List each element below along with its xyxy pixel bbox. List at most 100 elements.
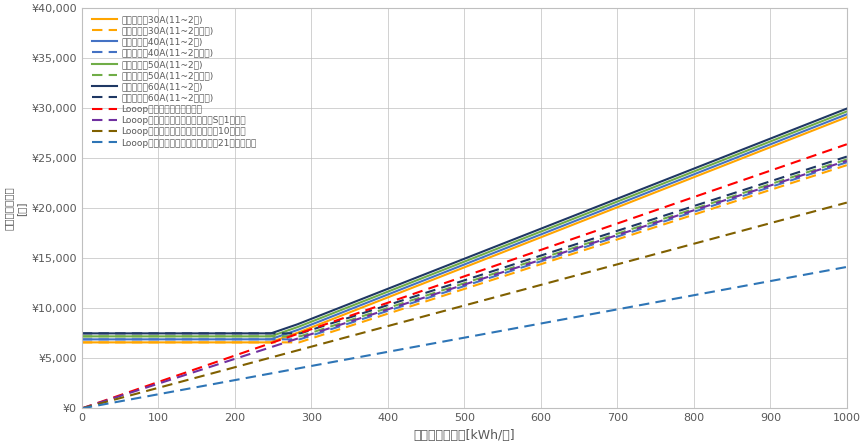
契約容量：40A(11~2月以外)	[371, 312, 381, 317]
契約容量：40A(11~2月)	[387, 290, 397, 295]
契約容量：30A(11~2月)	[371, 299, 381, 305]
契約容量：40A(11~2月)	[371, 296, 381, 301]
Looopでんき：おうちプラン	[371, 304, 381, 310]
Line: 契約容量：40A(11~2月): 契約容量：40A(11~2月)	[82, 114, 847, 339]
契約容量：60A(11~2月)	[522, 231, 532, 237]
Line: 契約容量：40A(11~2月以外): 契約容量：40A(11~2月以外)	[82, 162, 847, 339]
契約容量：30A(11~2月以外)	[632, 230, 643, 235]
契約容量：30A(11~2月)	[77, 340, 87, 345]
契約容量：30A(11~2月以外)	[188, 340, 198, 345]
Y-axis label: 推定電力料金額
[円]: 推定電力料金額 [円]	[4, 186, 26, 230]
Line: 契約容量：50A(11~2月): 契約容量：50A(11~2月)	[82, 112, 847, 336]
Legend: 契約容量：30A(11~2月), 契約容量：30A(11~2月以外), 契約容量：40A(11~2月), 契約容量：40A(11~2月以外), 契約容量：50A: 契約容量：30A(11~2月), 契約容量：30A(11~2月以外), 契約容量…	[89, 12, 259, 150]
Line: 契約容量：30A(11~2月): 契約容量：30A(11~2月)	[82, 117, 847, 343]
契約容量：40A(11~2月)	[375, 295, 385, 301]
契約容量：40A(11~2月以外)	[387, 307, 397, 312]
契約容量：50A(11~2月以外)	[387, 304, 397, 309]
Looopでんき：おうちプラン	[375, 303, 385, 308]
契約容量：40A(11~2月)	[632, 194, 643, 199]
Looopでんき：おうちプラン	[632, 214, 643, 219]
契約容量：60A(11~2月以外)	[375, 305, 385, 310]
契約容量：50A(11~2月以外)	[632, 224, 643, 230]
Line: Looopでんき：おうちプラン: Looopでんき：おうちプラン	[82, 144, 847, 409]
Looopでんき：再エネどんどん割S（1年目）	[188, 370, 198, 375]
Looopでんき：再エネどんどん割（21年目以降）	[375, 351, 385, 356]
Line: 契約容量：60A(11~2月以外): 契約容量：60A(11~2月以外)	[82, 157, 847, 333]
Looopでんき：再エネどんどん割S（1年目）	[842, 158, 852, 163]
Looopでんき：おうちプラン	[188, 368, 198, 373]
契約容量：60A(11~2月)	[387, 285, 397, 290]
契約容量：50A(11~2月)	[371, 293, 381, 299]
契約容量：30A(11~2月以外)	[387, 310, 397, 315]
契約容量：60A(11~2月)	[77, 330, 87, 336]
契約容量：60A(11~2月)	[632, 188, 643, 194]
契約容量：60A(11~2月以外)	[188, 330, 198, 336]
契約容量：60A(11~2月以外)	[842, 154, 852, 159]
契約容量：30A(11~2月)	[522, 240, 532, 245]
契約容量：60A(11~2月以外)	[77, 330, 87, 336]
契約容量：30A(11~2月以外)	[842, 162, 852, 168]
契約容量：40A(11~2月以外)	[188, 337, 198, 342]
Looopでんき：おうちプラン	[842, 141, 852, 147]
契約容量：40A(11~2月)	[522, 237, 532, 243]
Looopでんき：再エネどんどん割（10年目）	[842, 200, 852, 205]
Looopでんき：再エネどんどん割（10年目）	[375, 326, 385, 331]
契約容量：50A(11~2月)	[842, 109, 852, 114]
Looopでんき：おうちプラン	[387, 298, 397, 304]
契約容量：60A(11~2月以外)	[371, 306, 381, 311]
契約容量：60A(11~2月以外)	[387, 301, 397, 306]
Looopでんき：再エネどんどん割S（1年目）	[77, 406, 87, 411]
契約容量：40A(11~2月)	[842, 112, 852, 117]
契約容量：40A(11~2月)	[188, 337, 198, 342]
契約容量：50A(11~2月)	[632, 191, 643, 196]
Looopでんき：再エネどんどん割（10年目）	[522, 286, 532, 291]
Looopでんき：再エネどんどん割（21年目以降）	[522, 323, 532, 329]
契約容量：60A(11~2月)	[375, 289, 385, 295]
契約容量：30A(11~2月)	[375, 298, 385, 303]
Looopでんき：おうちプラン	[522, 252, 532, 257]
契約容量：30A(11~2月)	[632, 197, 643, 202]
Looopでんき：再エネどんどん割（10年目）	[188, 376, 198, 381]
契約容量：30A(11~2月以外)	[371, 315, 381, 320]
契約容量：50A(11~2月)	[375, 292, 385, 297]
契約容量：40A(11~2月以外)	[522, 263, 532, 268]
契約容量：30A(11~2月)	[387, 293, 397, 298]
契約容量：50A(11~2月以外)	[842, 157, 852, 162]
契約容量：40A(11~2月以外)	[375, 311, 385, 316]
Looopでんき：再エネどんどん割S（1年目）	[371, 310, 381, 316]
契約容量：50A(11~2月)	[77, 334, 87, 339]
Looopでんき：再エネどんどん割S（1年目）	[375, 310, 385, 315]
Looopでんき：おうちプラン	[77, 406, 87, 411]
契約容量：30A(11~2月以外)	[77, 340, 87, 345]
契約容量：30A(11~2月以外)	[522, 266, 532, 271]
契約容量：50A(11~2月以外)	[375, 308, 385, 314]
Looopでんき：再エネどんどん割（10年目）	[632, 256, 643, 262]
Looopでんき：再エネどんどん割（21年目以降）	[77, 406, 87, 411]
契約容量：50A(11~2月)	[188, 334, 198, 339]
契約容量：40A(11~2月以外)	[77, 337, 87, 342]
Line: Looopでんき：再エネどんどん割（21年目以降）: Looopでんき：再エネどんどん割（21年目以降）	[82, 267, 847, 409]
契約容量：40A(11~2月以外)	[632, 227, 643, 233]
Line: 契約容量：50A(11~2月以外): 契約容量：50A(11~2月以外)	[82, 159, 847, 336]
契約容量：40A(11~2月)	[77, 337, 87, 342]
契約容量：40A(11~2月以外)	[842, 160, 852, 165]
契約容量：50A(11~2月以外)	[371, 309, 381, 314]
Looopでんき：再エネどんどん割（21年目以降）	[387, 348, 397, 354]
Looopでんき：再エネどんどん割（21年目以降）	[632, 303, 643, 308]
Looopでんき：再エネどんどん割（10年目）	[77, 406, 87, 411]
Looopでんき：再エネどんどん割S（1年目）	[387, 305, 397, 310]
Line: Looopでんき：再エネどんどん割（10年目）: Looopでんき：再エネどんどん割（10年目）	[82, 202, 847, 409]
契約容量：50A(11~2月)	[387, 287, 397, 293]
Looopでんき：再エネどんどん割S（1年目）	[632, 226, 643, 231]
契約容量：30A(11~2月以外)	[375, 314, 385, 319]
Looopでんき：再エネどんどん割（10年目）	[371, 326, 381, 332]
Line: 契約容量：30A(11~2月以外): 契約容量：30A(11~2月以外)	[82, 165, 847, 343]
契約容量：60A(11~2月)	[188, 330, 198, 336]
X-axis label: 月間電力使用量[kWh/月]: 月間電力使用量[kWh/月]	[413, 429, 516, 442]
契約容量：60A(11~2月)	[842, 106, 852, 111]
契約容量：60A(11~2月以外)	[632, 222, 643, 227]
Looopでんき：再エネどんどん割（21年目以降）	[842, 264, 852, 269]
Line: 契約容量：60A(11~2月): 契約容量：60A(11~2月)	[82, 108, 847, 333]
契約容量：50A(11~2月)	[522, 234, 532, 240]
契約容量：60A(11~2月以外)	[522, 257, 532, 263]
